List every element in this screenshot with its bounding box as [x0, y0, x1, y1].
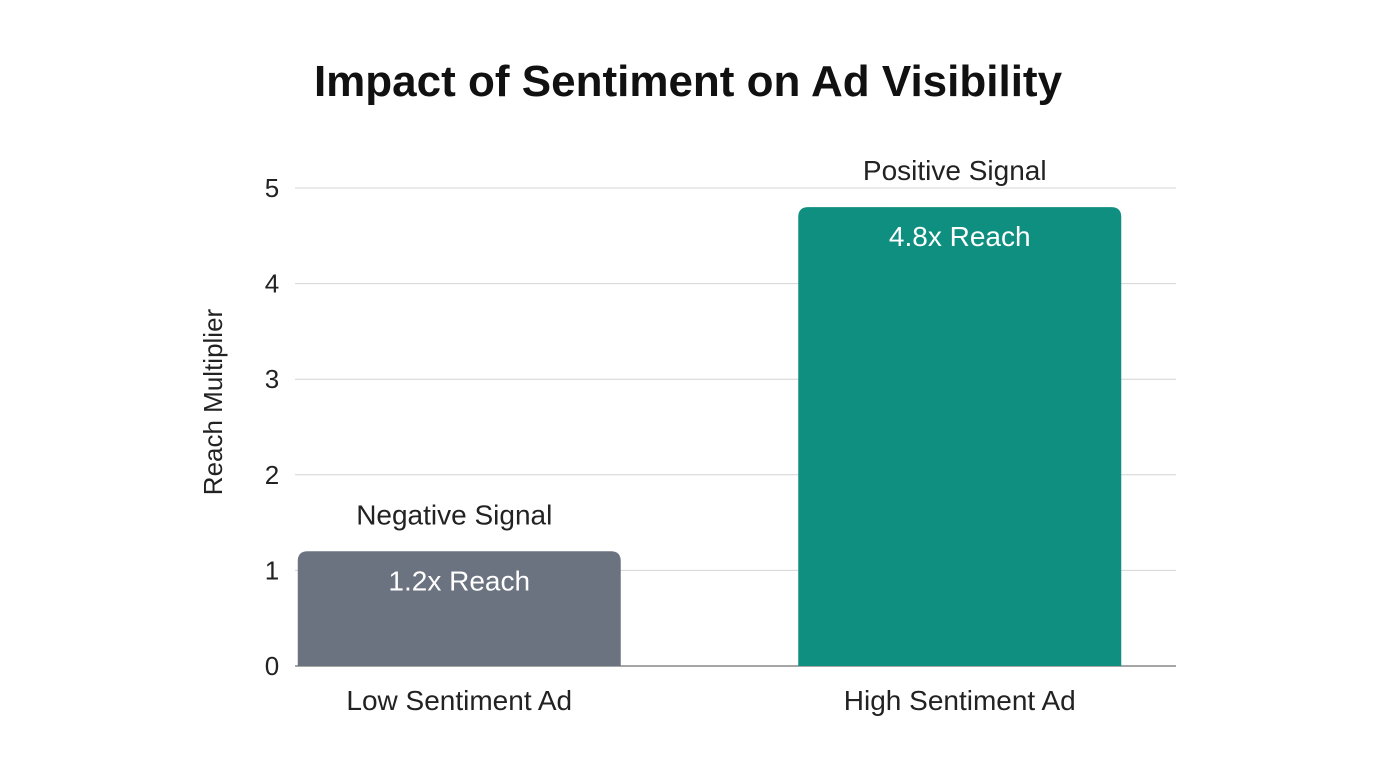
x-tick-label: High Sentiment Ad: [844, 685, 1076, 716]
y-tick-label: 4: [265, 269, 279, 299]
annotation: Negative Signal: [356, 499, 552, 530]
y-tick-label: 2: [265, 460, 279, 490]
data-label: 1.2x Reach: [388, 565, 530, 596]
y-tick-label: 0: [265, 651, 279, 681]
y-tick-label: 1: [265, 555, 279, 585]
y-tick-label: 5: [265, 173, 279, 203]
x-tick-label: Low Sentiment Ad: [346, 685, 572, 716]
bar-low-sentiment-ad: [297, 551, 621, 666]
data-label: 4.8x Reach: [889, 221, 1031, 252]
annotation: Positive Signal: [863, 155, 1047, 186]
y-tick-label: 3: [265, 364, 279, 394]
bar-high-sentiment-ad: [798, 207, 1122, 666]
chart-title: Impact of Sentiment on Ad Visibility: [314, 57, 1063, 106]
y-axis-label: Reach Multiplier: [198, 308, 228, 495]
